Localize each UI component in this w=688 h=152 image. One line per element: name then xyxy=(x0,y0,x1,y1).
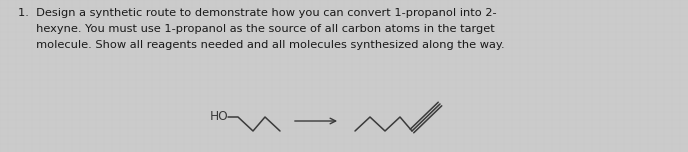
Text: 1.  Design a synthetic route to demonstrate how you can convert 1-propanol into : 1. Design a synthetic route to demonstra… xyxy=(18,8,497,18)
Text: HO: HO xyxy=(209,111,228,123)
Text: hexyne. You must use 1-propanol as the source of all carbon atoms in the target: hexyne. You must use 1-propanol as the s… xyxy=(18,24,495,34)
Text: molecule. Show all reagents needed and all molecules synthesized along the way.: molecule. Show all reagents needed and a… xyxy=(18,40,504,50)
